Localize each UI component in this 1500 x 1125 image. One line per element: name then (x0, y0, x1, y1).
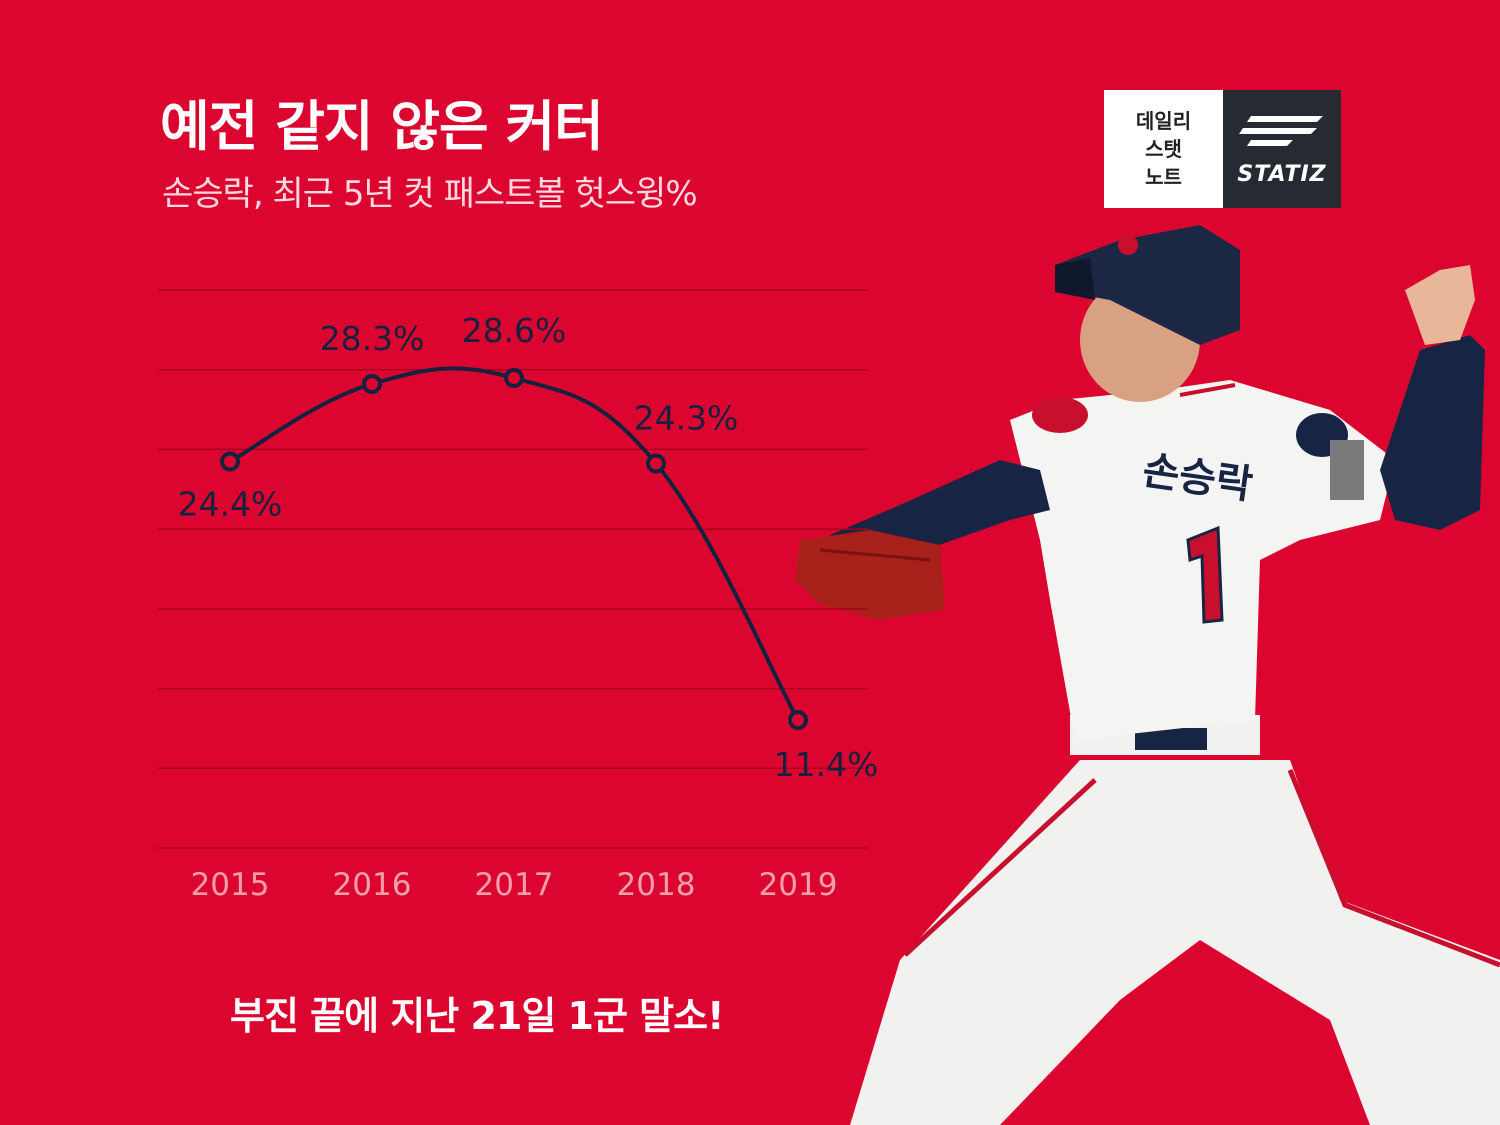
x-tick-2019: 2019 (759, 867, 838, 903)
x-tick-2015: 2015 (191, 867, 270, 903)
data-label-2017: 28.6% (462, 311, 567, 350)
logo-text-block: 데일리 스탯 노트 (1104, 90, 1223, 208)
data-label-2015: 24.4% (178, 485, 283, 524)
data-label-2019: 11.4% (774, 745, 879, 784)
data-point-2016 (362, 373, 382, 394)
chart-title: 예전 같지 않은 커터 (160, 95, 604, 158)
data-point-2018 (646, 453, 666, 474)
statiz-stripes-icon (1239, 116, 1323, 146)
statiz-brand: STATIZ (1237, 162, 1327, 187)
x-tick-2017: 2017 (475, 867, 554, 903)
data-point-2019 (788, 710, 808, 730)
data-labels: 24.4% 28.3% 28.6% 24.3% 11.4% (178, 311, 879, 784)
x-tick-2018: 2018 (617, 867, 696, 903)
series-line (229, 366, 800, 721)
data-label-2018: 24.3% (634, 399, 739, 438)
daily-stat-note-logo: 데일리 스탯 노트 STATIZ (1104, 90, 1341, 208)
data-point-2015 (220, 451, 240, 472)
data-points (220, 368, 808, 730)
data-label-2016: 28.3% (320, 319, 425, 358)
x-axis-ticks: 2015 2016 2017 2018 2019 (191, 867, 838, 903)
logo-line-2: 스탯 (1145, 137, 1182, 161)
statiz-logo: STATIZ (1223, 90, 1341, 208)
data-point-2017 (504, 368, 524, 388)
x-tick-2016: 2016 (333, 867, 412, 903)
chart-subtitle: 손승락, 최근 5년 컷 패스트볼 헛스윙% (162, 174, 698, 214)
logo-line-3: 노트 (1145, 165, 1182, 189)
logo-line-1: 데일리 (1135, 109, 1192, 133)
footer-caption: 부진 끝에 지난 21일 1군 말소! (230, 994, 724, 1038)
